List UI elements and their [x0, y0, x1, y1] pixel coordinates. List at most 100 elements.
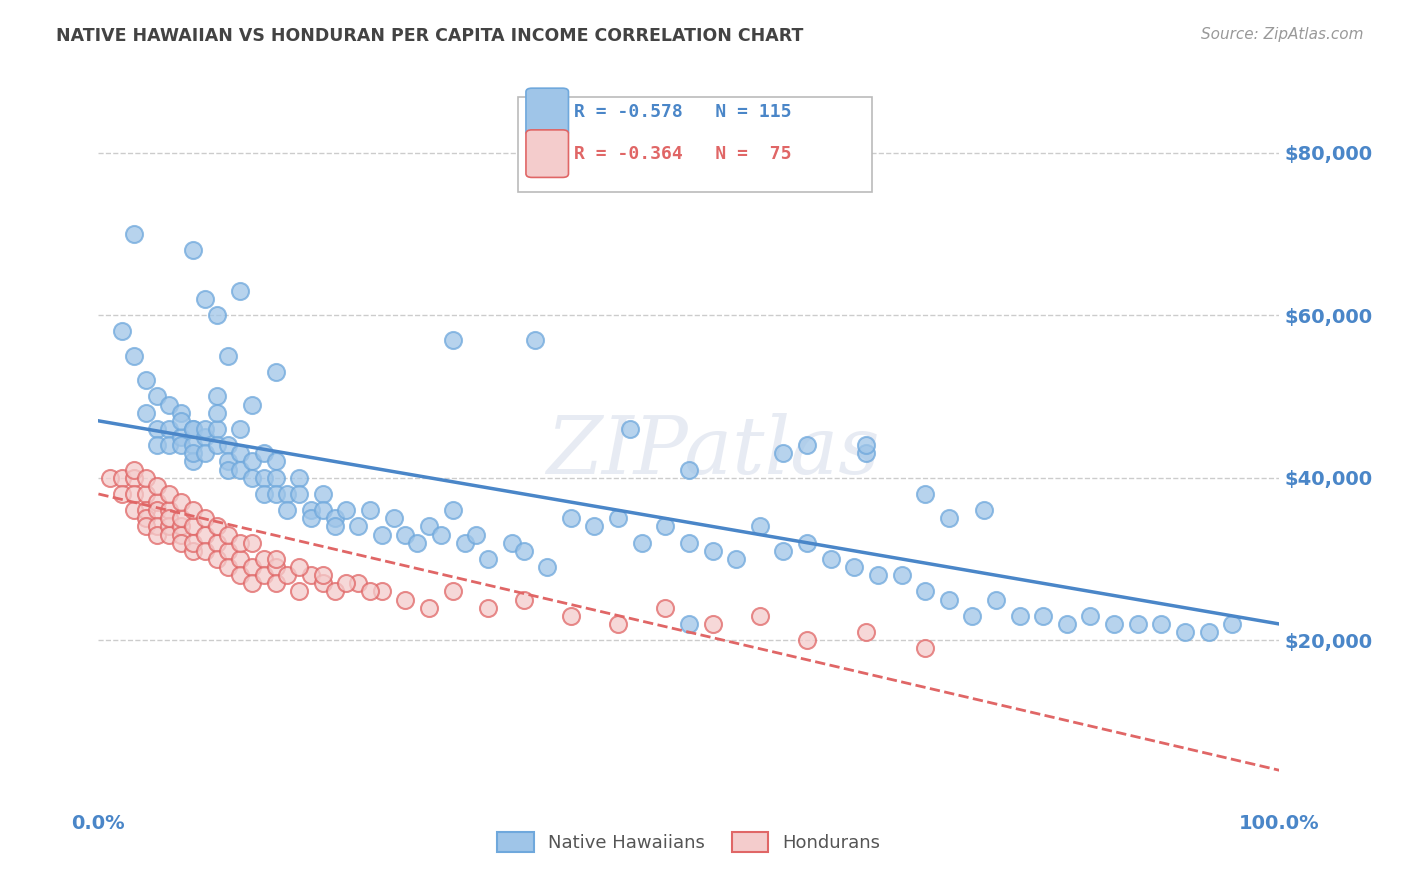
Point [382, 511, 405, 525]
Point [205, 519, 228, 533]
Point [181, 519, 204, 533]
Point [146, 519, 169, 533]
Point [312, 568, 335, 582]
Point [170, 414, 193, 428]
Point [157, 503, 180, 517]
Point [264, 454, 287, 468]
Point [229, 462, 252, 476]
Point [217, 527, 239, 541]
Point [702, 544, 724, 558]
Point [607, 511, 630, 525]
Point [654, 600, 676, 615]
Point [678, 462, 700, 476]
Point [240, 454, 263, 468]
Point [371, 527, 394, 541]
Point [418, 519, 440, 533]
Point [678, 535, 700, 549]
Point [205, 389, 228, 403]
Point [323, 511, 346, 525]
Point [111, 325, 134, 339]
Point [205, 552, 228, 566]
Point [441, 333, 464, 347]
Point [229, 284, 252, 298]
Point [453, 535, 475, 549]
Point [619, 422, 641, 436]
Point [217, 454, 239, 468]
Point [194, 422, 217, 436]
Point [217, 349, 239, 363]
Point [288, 560, 311, 574]
Point [170, 430, 193, 444]
Point [157, 487, 180, 501]
Point [194, 527, 217, 541]
Point [630, 535, 652, 549]
Point [181, 544, 204, 558]
Point [217, 544, 239, 558]
Point [890, 568, 912, 582]
Text: ZIPatlas: ZIPatlas [546, 413, 879, 491]
Point [654, 519, 676, 533]
Point [135, 511, 157, 525]
Point [240, 535, 263, 549]
Point [855, 438, 877, 452]
Point [288, 471, 311, 485]
Point [135, 373, 157, 387]
Point [973, 503, 995, 517]
Point [276, 568, 298, 582]
Point [938, 592, 960, 607]
Legend: Native Hawaiians, Hondurans: Native Hawaiians, Hondurans [491, 825, 887, 860]
Point [299, 511, 322, 525]
Point [157, 519, 180, 533]
Text: R = -0.364   N =  75: R = -0.364 N = 75 [575, 145, 792, 163]
Point [276, 487, 298, 501]
Point [1032, 608, 1054, 623]
Point [855, 446, 877, 460]
Point [984, 592, 1007, 607]
Point [111, 471, 134, 485]
Point [170, 406, 193, 420]
Point [748, 608, 770, 623]
Point [181, 454, 204, 468]
Point [181, 535, 204, 549]
Point [512, 544, 534, 558]
Text: R = -0.578   N = 115: R = -0.578 N = 115 [575, 103, 792, 120]
Point [194, 292, 217, 306]
Point [1126, 617, 1149, 632]
Point [772, 446, 794, 460]
Point [323, 584, 346, 599]
Point [844, 560, 866, 574]
Point [1198, 625, 1220, 640]
Point [264, 471, 287, 485]
Point [607, 617, 630, 632]
Point [135, 503, 157, 517]
Point [135, 487, 157, 501]
Point [406, 535, 429, 549]
Point [371, 584, 394, 599]
Point [253, 487, 276, 501]
Point [312, 503, 335, 517]
Point [170, 438, 193, 452]
Point [1220, 617, 1243, 632]
Point [229, 552, 252, 566]
Point [335, 576, 357, 591]
Point [430, 527, 453, 541]
Point [678, 617, 700, 632]
FancyBboxPatch shape [526, 88, 568, 136]
Point [146, 503, 169, 517]
Point [217, 462, 239, 476]
Point [240, 471, 263, 485]
Point [157, 438, 180, 452]
Point [394, 527, 416, 541]
Point [205, 422, 228, 436]
Point [181, 438, 204, 452]
Point [477, 600, 499, 615]
Point [217, 438, 239, 452]
Point [855, 625, 877, 640]
Point [157, 398, 180, 412]
Point [748, 519, 770, 533]
Point [181, 243, 204, 257]
Point [796, 633, 818, 648]
Point [962, 608, 984, 623]
Point [938, 511, 960, 525]
Point [441, 503, 464, 517]
